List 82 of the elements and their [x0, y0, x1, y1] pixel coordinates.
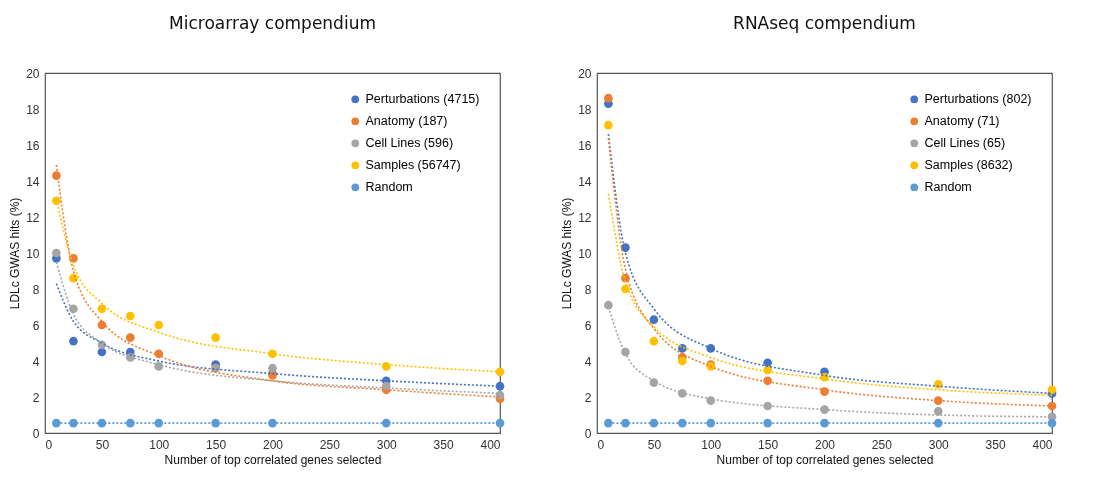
legend-label: Random — [924, 180, 972, 195]
chart-title: Microarray compendium — [169, 13, 376, 33]
y-tick-label: 8 — [32, 282, 40, 297]
point — [381, 362, 391, 371]
y-tick-label: 2 — [584, 390, 592, 405]
x-tick-label: 400 — [480, 437, 501, 452]
point — [125, 333, 135, 342]
x-tick-label: 100 — [149, 437, 170, 452]
x-tick-label: 350 — [985, 437, 1006, 452]
y-tick-label: 0 — [584, 426, 592, 441]
x-tick-label: 300 — [928, 437, 950, 452]
point — [154, 362, 164, 371]
point — [604, 120, 613, 130]
point — [154, 320, 164, 330]
point — [268, 363, 277, 373]
point — [52, 248, 61, 258]
point — [211, 333, 220, 342]
legend-label: Samples (56747) — [365, 158, 461, 173]
legend-label: Random — [365, 180, 413, 195]
y-axis-title: LDLc GWAS hits (%) — [560, 197, 575, 310]
point — [649, 315, 659, 324]
point — [604, 93, 613, 103]
y-tick-label: 14 — [578, 174, 592, 189]
point — [1047, 385, 1057, 395]
y-tick-label: 12 — [578, 210, 592, 225]
x-axis-title: Number of top correlated genes selected — [716, 452, 934, 467]
y-tick-label: 2 — [32, 390, 40, 405]
y-tick-label: 8 — [584, 282, 592, 297]
legend-label: Anatomy (71) — [924, 114, 1000, 129]
y-tick-label: 10 — [578, 246, 592, 261]
y-tick-label: 16 — [26, 138, 40, 153]
point — [820, 387, 829, 396]
legend-label: Samples (8632) — [924, 158, 1013, 173]
x-tick-label: 0 — [597, 437, 605, 452]
point — [604, 300, 613, 310]
y-tick-label: 18 — [578, 102, 592, 117]
point — [820, 405, 829, 414]
point — [677, 356, 687, 366]
legend-label: Perturbations (4715) — [365, 92, 480, 107]
y-axis-title: LDLc GWAS hits (%) — [8, 197, 23, 310]
x-tick-label: 250 — [319, 437, 341, 452]
x-tick-label: 250 — [871, 437, 893, 452]
x-axis-title: Number of top correlated genes selected — [164, 452, 382, 467]
legend-label: Cell Lines (596) — [365, 136, 454, 151]
y-tick-label: 10 — [26, 246, 40, 261]
point — [706, 396, 716, 405]
legend-label: Cell Lines (65) — [924, 136, 1006, 151]
x-tick-label: 350 — [433, 437, 454, 452]
x-tick-label: 400 — [1032, 437, 1053, 452]
y-tick-label: 0 — [32, 426, 40, 441]
legend-label: Perturbations (802) — [924, 92, 1032, 107]
point — [933, 407, 943, 416]
y-tick-label: 20 — [578, 66, 592, 81]
y-tick-label: 14 — [26, 174, 40, 189]
point — [649, 336, 659, 346]
y-tick-label: 4 — [32, 354, 40, 369]
point — [97, 304, 107, 314]
point — [52, 171, 61, 180]
chart-title: RNAseq compendium — [733, 13, 916, 33]
point — [69, 336, 78, 346]
y-tick-label: 6 — [584, 318, 592, 333]
y-tick-label: 16 — [578, 138, 592, 153]
point — [69, 304, 78, 314]
x-tick-label: 100 — [701, 437, 722, 452]
x-tick-label: 50 — [647, 437, 662, 452]
point — [933, 396, 943, 405]
x-tick-label: 150 — [206, 437, 227, 452]
x-tick-label: 200 — [262, 437, 284, 452]
point — [69, 273, 78, 283]
y-tick-label: 12 — [26, 210, 40, 225]
y-tick-label: 18 — [26, 102, 40, 117]
x-tick-label: 150 — [758, 437, 779, 452]
x-tick-label: 50 — [95, 437, 110, 452]
point — [621, 284, 630, 294]
y-tick-label: 4 — [584, 354, 592, 369]
legend-label: Anatomy (187) — [365, 114, 448, 129]
x-tick-label: 0 — [45, 437, 53, 452]
y-tick-label: 20 — [26, 66, 40, 81]
y-tick-label: 6 — [32, 318, 40, 333]
x-tick-label: 300 — [376, 437, 398, 452]
point — [125, 311, 135, 321]
x-tick-label: 200 — [814, 437, 836, 452]
